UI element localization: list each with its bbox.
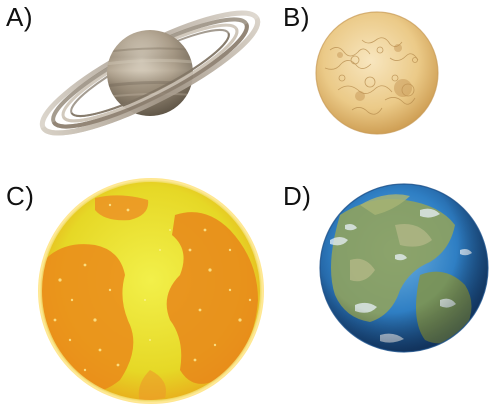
option-label-d: D) xyxy=(283,181,312,211)
saturn-planet-icon xyxy=(39,10,261,136)
option-label-c: C) xyxy=(6,181,35,211)
earth-planet-icon xyxy=(319,183,489,353)
option-label-a: A) xyxy=(6,2,33,32)
venus-planet-icon xyxy=(315,11,439,135)
jupiter-like-yellow-planet-icon xyxy=(38,178,264,404)
option-label-b: B) xyxy=(283,2,310,32)
